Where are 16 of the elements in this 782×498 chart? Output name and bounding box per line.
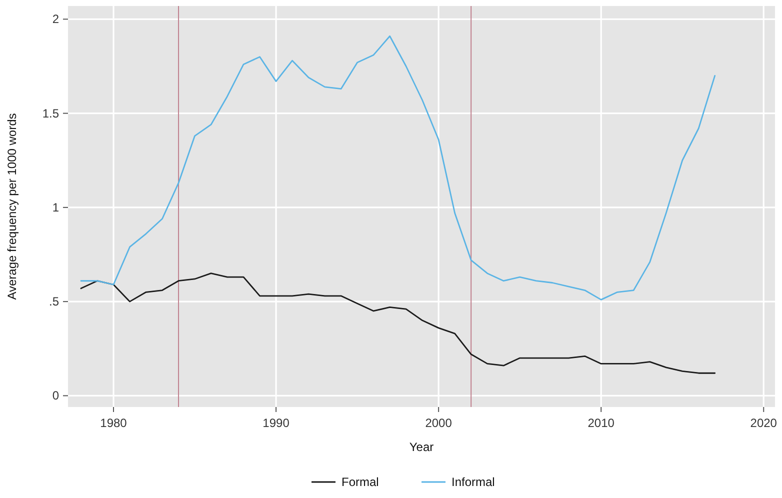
y-tick-label: 1.5 [42,106,60,120]
x-tick-label: 2000 [425,416,452,430]
line-series [80,272,716,374]
y-tick-label: .5 [48,294,60,309]
x-axis-title: Year [409,440,434,454]
line-series [80,35,716,300]
y-tick-label: 2 [52,12,60,26]
x-tick-label: 1980 [100,416,128,430]
x-tick-label: 2020 [750,416,778,430]
y-axis-title: Average frequency per 1000 words [5,113,19,300]
x-tick-label: 1990 [262,416,290,430]
y-tick-label: 0 [52,388,60,403]
x-tick-label: 2010 [588,416,615,430]
legend-label: Formal [342,475,379,489]
y-tick-label: 1 [52,200,60,214]
legend-label: Informal [452,475,495,489]
